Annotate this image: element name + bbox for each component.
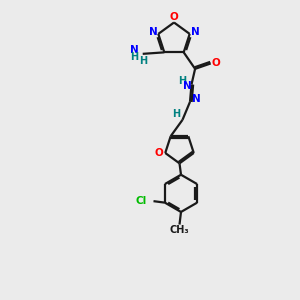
Text: O: O — [154, 148, 163, 158]
Text: N: N — [130, 45, 139, 55]
Text: H: H — [139, 56, 147, 66]
Text: H: H — [178, 76, 186, 86]
Text: N: N — [148, 27, 157, 38]
Text: N: N — [183, 81, 191, 91]
Text: H: H — [130, 52, 138, 62]
Text: N: N — [192, 94, 201, 104]
Text: CH₃: CH₃ — [170, 225, 189, 235]
Text: H: H — [172, 110, 180, 119]
Text: O: O — [212, 58, 220, 68]
Text: N: N — [191, 27, 200, 38]
Text: Cl: Cl — [136, 196, 147, 206]
Text: O: O — [169, 12, 178, 22]
